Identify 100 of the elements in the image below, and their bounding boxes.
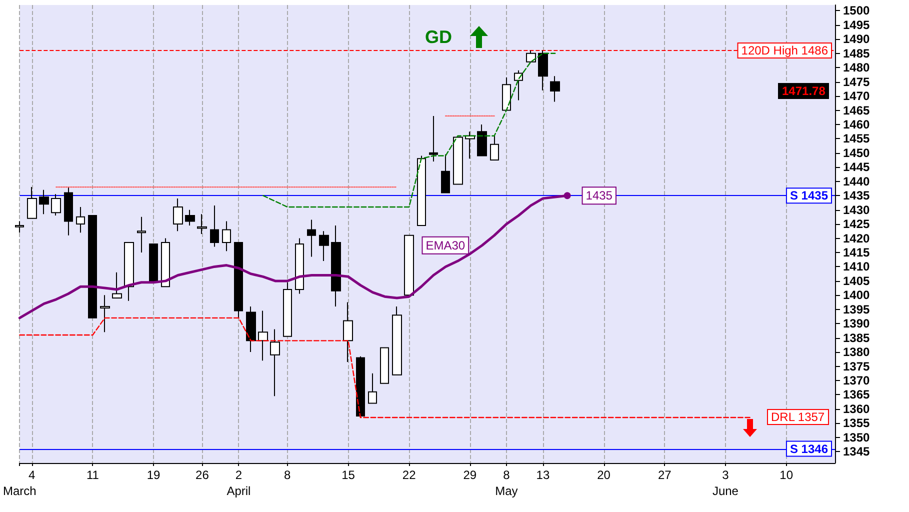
- candlestick: [550, 76, 560, 102]
- annotation: GD: [425, 26, 452, 48]
- candlestick: [88, 215, 97, 318]
- candlestick: [124, 242, 134, 302]
- y-tick-label: 1355: [843, 416, 870, 430]
- candlestick: [149, 243, 158, 283]
- ref-line-label: S 1435: [790, 188, 828, 203]
- y-tick-label: 1345: [843, 444, 870, 459]
- ref-line-label: S 1346: [790, 442, 828, 456]
- y-tick-label: 1405: [843, 274, 870, 288]
- x-tick-label: 4: [28, 468, 36, 482]
- y-tick-label: 1480: [843, 60, 870, 75]
- category-label: 2 April: [226, 468, 251, 498]
- candlestick: [39, 189, 49, 215]
- candlestick: [307, 219, 316, 258]
- candlestick: [343, 302, 353, 363]
- candlestick: [210, 205, 219, 248]
- y-tick-label: 1370: [843, 374, 870, 388]
- x-tick-label: 11: [86, 468, 100, 482]
- candlestick: [51, 194, 61, 216]
- line-series: [19, 317, 750, 418]
- candlestick: [538, 50, 548, 91]
- y-tick-label: 1445: [843, 160, 870, 174]
- y-tick-label: 1475: [843, 74, 870, 89]
- candlestick: [15, 220, 24, 234]
- y-tick-label: 1485: [843, 46, 870, 60]
- candlestick: [283, 282, 292, 337]
- candlestick: [197, 214, 207, 234]
- y-tick-label: 1455: [843, 132, 870, 146]
- candlestick: [258, 310, 268, 362]
- category-label: 3 June: [712, 468, 738, 498]
- x-tick-label: 20: [597, 468, 611, 482]
- candlestick: [270, 328, 280, 397]
- candlestick: [76, 206, 85, 234]
- candlestick: [295, 238, 304, 294]
- candlestick: [222, 220, 231, 252]
- series-label: EMA30: [426, 238, 466, 252]
- candlestick: [465, 131, 475, 160]
- y-tick-label: 1460: [843, 117, 870, 132]
- y-tick-label: 1430: [843, 202, 870, 217]
- x-tick-label: 27: [658, 468, 672, 482]
- y-tick-label: 1395: [843, 302, 870, 316]
- candlestick: [319, 230, 329, 262]
- y-tick-label: 1375: [843, 359, 870, 374]
- candlestick: [526, 50, 536, 62]
- candlestick: [417, 155, 426, 226]
- y-tick-label: 1495: [843, 18, 870, 32]
- candlestick: [246, 306, 256, 353]
- candlestick: [331, 224, 341, 308]
- y-tick-label: 1365: [843, 388, 870, 402]
- candlestick: [234, 242, 243, 318]
- y-tick-label: 1470: [843, 89, 870, 104]
- y-tick-label: 1425: [843, 217, 870, 232]
- y-tick-label: 1380: [843, 345, 870, 360]
- y-tick-label: 1500: [843, 4, 870, 18]
- x-tick-label: 22: [402, 468, 416, 482]
- candlestick: [137, 216, 146, 253]
- y-tick-label: 1390: [843, 316, 870, 331]
- candlestick: [173, 198, 183, 232]
- y-tick-label: 1385: [843, 330, 870, 345]
- y-tick-label: 1435: [843, 188, 870, 203]
- candlestick: [64, 186, 73, 236]
- x-tick-label: 13: [536, 468, 550, 482]
- y-tick-label: 1465: [843, 103, 870, 118]
- ref-line-label: 120D High 1486: [741, 44, 828, 58]
- candlestick: [490, 135, 499, 161]
- y-tick-label: 1490: [843, 32, 870, 46]
- candlestick: [185, 209, 195, 226]
- candlestick: [404, 234, 414, 296]
- candlestick: [112, 272, 122, 299]
- candlestick: [441, 154, 450, 194]
- y-tick-label: 1420: [843, 231, 870, 246]
- candlestick: [161, 238, 170, 288]
- line-series: [262, 52, 556, 208]
- y-tick-label: 1350: [843, 430, 870, 444]
- candlestick: [100, 294, 110, 333]
- x-tick-label: 10: [780, 468, 794, 482]
- candlestick: [429, 115, 438, 162]
- annotation: 1471.78: [778, 82, 830, 99]
- x-tick-label: 26: [196, 468, 210, 482]
- candlestick: [27, 186, 37, 219]
- candlestick: [392, 306, 402, 376]
- candlestick: [380, 347, 389, 384]
- candlestick: [514, 70, 523, 101]
- y-tick-label: 1400: [843, 288, 870, 302]
- category-label: 8 May: [495, 468, 518, 498]
- y-tick-label: 1450: [843, 146, 870, 160]
- x-tick-label: March: [3, 484, 36, 498]
- candlestick: [356, 356, 365, 418]
- y-tick-label: 1440: [843, 174, 870, 188]
- x-tick-label: 8: [284, 468, 292, 482]
- candlestick: [477, 124, 487, 156]
- data-label: 1435: [586, 188, 613, 203]
- x-tick-label: 15: [342, 468, 356, 482]
- candlestick: [368, 372, 377, 404]
- candlestick: [453, 136, 463, 185]
- x-tick-label: 19: [146, 468, 161, 482]
- x-tick-label: 29: [463, 468, 477, 482]
- y-tick-label: 1410: [843, 260, 870, 274]
- y-tick-label: 1360: [843, 402, 870, 416]
